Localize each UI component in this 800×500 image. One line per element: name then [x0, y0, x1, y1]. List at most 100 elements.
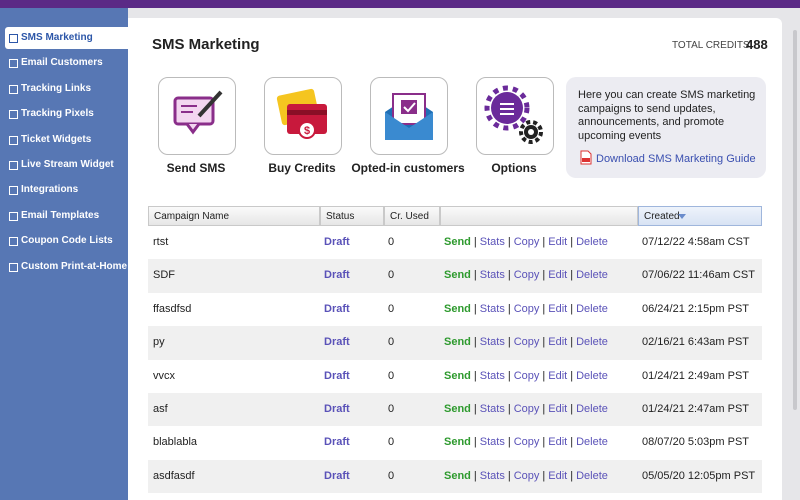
status[interactable]: Draft [324, 302, 350, 315]
sidebar-item[interactable]: Tracking Links [5, 78, 128, 100]
status[interactable]: Draft [324, 336, 350, 349]
row-actions: Send | Stats | Copy | Edit | Delete [444, 326, 608, 359]
table-row: asf Draft 0 Send | Stats | Copy | Edit | Delete 01/2… [148, 393, 762, 427]
separator: | [473, 236, 477, 248]
action-link[interactable]: Copy [513, 436, 540, 449]
separator: | [542, 469, 546, 482]
send-sms-tile[interactable] [158, 77, 236, 155]
credits-used: 0 [388, 469, 395, 482]
row-actions: Send | Stats | Copy | Edit | Delete [444, 393, 608, 426]
separator: | [507, 469, 511, 482]
status[interactable]: Draft [324, 436, 350, 449]
buy-credits-tile[interactable]: $ [264, 77, 342, 155]
scrollbar [793, 30, 797, 410]
row-actions: Send | Stats | Copy | Edit | Delete [444, 293, 608, 326]
action-link[interactable]: Edit [548, 269, 568, 282]
separator: | [570, 403, 574, 415]
action-link[interactable]: Stats [479, 302, 505, 315]
action-link[interactable]: Edit [548, 436, 568, 449]
action-link[interactable]: Edit [548, 336, 568, 349]
info-box [566, 77, 766, 178]
separator: | [473, 269, 477, 282]
column-header[interactable]: Created [638, 206, 762, 226]
created-date: 06/24/21 2:15pm PST [642, 302, 750, 315]
sidebar-item[interactable]: Ticket Widgets [5, 129, 128, 151]
credits-used: 0 [388, 403, 395, 415]
column-header[interactable]: Campaign Name [148, 206, 320, 226]
separator: | [473, 369, 477, 382]
status[interactable]: Draft [324, 369, 350, 382]
separator: | [570, 269, 574, 282]
campaign-name: asdfasdf [153, 469, 195, 482]
action-link[interactable]: Delete [576, 336, 608, 349]
action-link[interactable]: Edit [548, 369, 568, 382]
action-link[interactable]: Send [444, 369, 471, 382]
action-link[interactable]: Copy [513, 469, 540, 482]
sidebar-item[interactable]: Tracking Pixels [5, 103, 128, 125]
action-link[interactable]: Delete [576, 369, 608, 382]
separator: | [507, 336, 511, 349]
action-link[interactable]: Send [444, 302, 471, 315]
action-link[interactable]: Stats [479, 369, 505, 382]
separator: | [507, 269, 511, 282]
row-actions: Send | Stats | Copy | Edit | Delete [444, 426, 608, 459]
action-link[interactable]: Delete [576, 403, 608, 415]
status[interactable]: Draft [324, 403, 350, 415]
action-link[interactable]: Stats [479, 236, 505, 248]
action-link[interactable]: Copy [513, 269, 540, 282]
action-link[interactable]: Send [444, 469, 471, 482]
status[interactable]: Draft [324, 236, 350, 248]
action-link[interactable]: Stats [479, 403, 505, 415]
options-tile[interactable] [476, 77, 554, 155]
sidebar-item[interactable]: SMS Marketing [5, 27, 128, 49]
status[interactable]: Draft [324, 469, 350, 482]
action-link[interactable]: Delete [576, 469, 608, 482]
sidebar-item[interactable]: Integrations [5, 179, 128, 201]
action-link[interactable]: Stats [479, 336, 505, 349]
action-link[interactable]: Send [444, 403, 471, 415]
action-link[interactable]: Copy [513, 236, 540, 248]
action-link[interactable]: Delete [576, 302, 608, 315]
page-title: SMS Marketing [152, 36, 260, 53]
action-link[interactable]: Stats [479, 269, 505, 282]
separator: | [570, 369, 574, 382]
guide-link[interactable]: Download SMS Marketing Guide [596, 153, 756, 165]
action-link[interactable]: Copy [513, 369, 540, 382]
action-link[interactable]: Copy [513, 403, 540, 415]
action-link[interactable]: Delete [576, 269, 608, 282]
status[interactable]: Draft [324, 269, 350, 282]
action-link[interactable]: Delete [576, 436, 608, 449]
action-link[interactable]: Edit [548, 236, 568, 248]
created-date: 02/16/21 6:43am PST [642, 336, 750, 349]
action-link[interactable]: Edit [548, 403, 568, 415]
action-link[interactable]: Send [444, 236, 471, 248]
opted-in-tile[interactable] [370, 77, 448, 155]
action-link[interactable]: Send [444, 436, 471, 449]
tile-label: Opted-in customers [351, 161, 465, 175]
row-actions: Send | Stats | Copy | Edit | Delete [444, 460, 608, 493]
column-header[interactable]: Status [320, 206, 384, 226]
separator: | [570, 469, 574, 482]
action-link[interactable]: Edit [548, 302, 568, 315]
created-date: 07/06/22 11:46am CST [642, 269, 755, 282]
separator: | [473, 436, 477, 449]
row-actions: Send | Stats | Copy | Edit | Delete [444, 360, 608, 393]
action-link[interactable]: Delete [576, 236, 608, 248]
action-link[interactable]: Send [444, 336, 471, 349]
action-link[interactable]: Edit [548, 469, 568, 482]
action-link[interactable]: Send [444, 269, 471, 282]
sidebar-item[interactable]: Live Stream Widget [5, 154, 128, 176]
sidebar-item[interactable]: Email Customers [5, 52, 128, 74]
action-link[interactable]: Stats [479, 436, 505, 449]
sidebar-item[interactable]: Email Templates [5, 205, 128, 227]
action-link[interactable]: Copy [513, 336, 540, 349]
sidebar-item[interactable]: Custom Print-at-Home [5, 256, 128, 278]
action-link[interactable]: Copy [513, 302, 540, 315]
sidebar-item[interactable]: Coupon Code Lists [5, 230, 128, 252]
row-actions: Send | Stats | Copy | Edit | Delete [444, 259, 608, 292]
action-link[interactable]: Stats [479, 469, 505, 482]
separator: | [542, 336, 546, 349]
column-header[interactable]: Cr. Used [384, 206, 440, 226]
credits-label: TOTAL CREDITS: [672, 40, 753, 51]
